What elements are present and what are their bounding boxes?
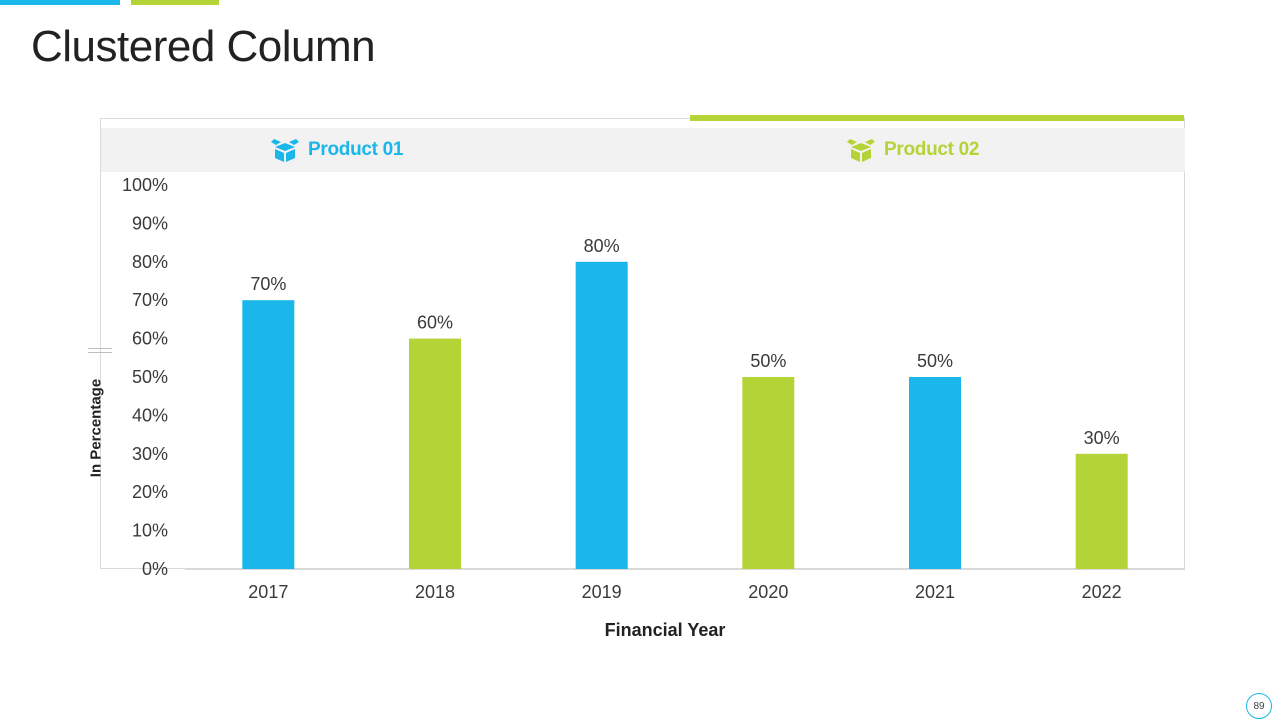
legend-accent-bar <box>690 115 1184 121</box>
bar <box>1075 453 1128 569</box>
legend-item-product-02: Product 02 <box>847 128 980 172</box>
y-tick-label: 20% <box>132 482 168 502</box>
bar <box>742 377 795 569</box>
y-tick-label: 10% <box>132 521 168 541</box>
page-number: 89 <box>1246 693 1272 719</box>
x-tick-label: 2021 <box>915 582 955 602</box>
x-tick-label: 2018 <box>415 582 455 602</box>
y-tick-label: 80% <box>132 252 168 272</box>
legend-item-product-01: Product 01 <box>271 128 404 172</box>
bar <box>575 261 628 569</box>
axis-marker <box>88 352 112 353</box>
bar <box>909 377 961 569</box>
bar <box>409 338 461 569</box>
x-tick-label: 2020 <box>748 582 788 602</box>
chart-legend: Product 01 Product 02 <box>101 128 1185 172</box>
bar <box>242 300 295 569</box>
legend-label-product-01: Product 01 <box>308 139 404 160</box>
y-tick-label: 0% <box>142 559 168 579</box>
x-tick-label: 2022 <box>1082 582 1122 602</box>
box-icon <box>271 139 299 162</box>
y-tick-label: 70% <box>132 290 168 310</box>
data-label: 50% <box>750 351 786 371</box>
data-label: 30% <box>1084 428 1120 448</box>
slide-title: Clustered Column <box>31 22 376 71</box>
y-tick-label: 90% <box>132 213 168 233</box>
y-tick-label: 30% <box>132 444 168 464</box>
data-label: 70% <box>250 274 286 294</box>
y-tick-label: 50% <box>132 367 168 387</box>
top-accent-blue <box>0 0 120 5</box>
axis-marker <box>88 348 112 349</box>
data-label: 60% <box>417 313 453 333</box>
y-tick-label: 60% <box>132 329 168 349</box>
y-tick-label: 40% <box>132 405 168 425</box>
y-axis-label: In Percentage <box>87 378 105 478</box>
y-tick-label: 100% <box>122 175 168 195</box>
box-icon <box>847 139 875 162</box>
data-label: 80% <box>584 236 620 256</box>
x-tick-label: 2019 <box>582 582 622 602</box>
x-axis-title: Financial Year <box>604 620 726 640</box>
x-tick-label: 2017 <box>248 582 288 602</box>
data-label: 50% <box>917 351 953 371</box>
top-accent-green <box>131 0 219 5</box>
legend-label-product-02: Product 02 <box>884 139 980 160</box>
